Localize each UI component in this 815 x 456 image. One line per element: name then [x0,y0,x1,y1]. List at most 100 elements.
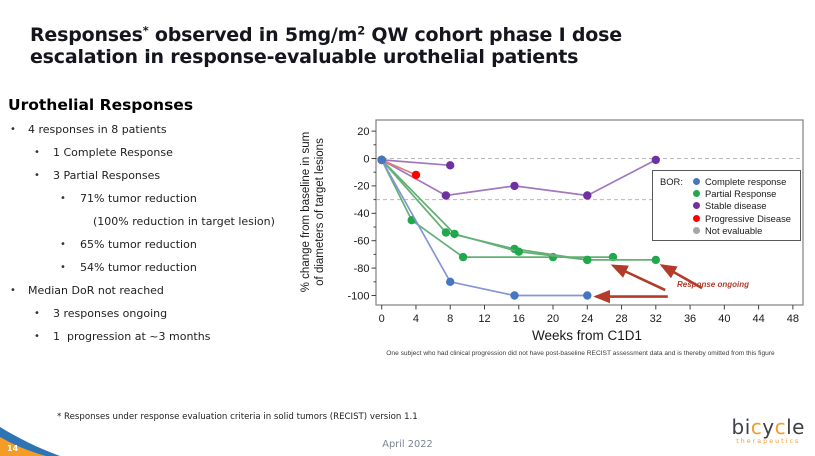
list-item: • 1 progression at ~3 months [0,325,305,348]
bicycle-therapeutics-logo: bicycle therapeutics [732,417,805,445]
title-asterisk: * [142,24,149,38]
slide-title: Responses* observed in 5mg/m2 QW cohort … [30,20,740,68]
y-axis-title-line1: % change from baseline in sum [300,132,312,292]
y-tick-label: -100 [347,290,369,302]
bullet-icon: • [60,262,66,273]
legend-label: Not evaluable [705,225,763,237]
data-point [441,228,451,237]
x-axis-title: Weeks from C1D1 [532,328,642,343]
y-tick-label: -20 [354,181,370,193]
list-item-text: 1 Complete Response [53,146,173,159]
logo-orange-c: c [750,415,763,439]
response-ongoing-arrow [610,264,666,292]
list-item-text: 3 responses ongoing [53,307,168,320]
data-point [446,161,455,170]
logo-wordmark: bicycle [731,415,805,439]
legend-marker-icon [693,202,700,210]
plot-frame [375,119,804,306]
axes-group: 0 4 8 12 16 20 24 28 32 36 40 44 48200-20-40-60-80-1… [347,126,799,325]
legend-row: Stable disease [660,200,796,212]
bullet-icon: • [34,147,40,158]
recist-footnote: * Responses under response evaluation cr… [57,412,418,422]
logo-orange-c: c [774,415,787,439]
series-line [381,159,656,261]
data-point [450,229,459,239]
y-tick-label: -60 [354,236,370,248]
list-item: • 65% tumor reduction [0,233,305,256]
x-tick-label: 44 [752,313,764,325]
legend-row: BOR: Complete response [660,175,796,187]
legend-label: Progressive Disease [705,212,791,224]
data-point [446,277,455,286]
x-tick-label: 28 [615,313,627,325]
corner-orange-triangle [0,437,46,456]
x-tick-label: 24 [581,313,593,325]
page-number: 14 [7,444,19,453]
series-group [377,155,660,300]
bor-legend: BOR: Complete response Partial Response Sta… [652,170,801,241]
response-ongoing-arrow [659,264,703,290]
response-ongoing-label: Response ongoing [677,280,749,289]
data-point [514,247,523,256]
list-item: • 3 responses ongoing [0,302,305,325]
list-item: • 54% tumor reduction [0,256,305,279]
data-point [651,255,660,265]
y-tick-label: 0 [363,153,369,165]
legend-label: Complete response [705,175,787,187]
bullet-icon: • [10,124,16,135]
data-point [411,170,421,180]
y-tick-label: -40 [354,208,370,220]
data-point [583,191,592,200]
legend-marker-icon [693,227,700,235]
list-item: • 1 Complete Response [0,141,305,164]
legend-label: Stable disease [705,200,767,212]
list-item-text: 4 responses in 8 patients [28,123,167,136]
bullet-list: • 4 responses in 8 patients • 1 Complete Re… [0,118,305,348]
urothelial-responses-panel: Urothelial Responses • 4 responses in 8 p… [0,96,305,348]
x-tick-label: 16 [513,313,525,325]
list-item-text: 54% tumor reduction [80,261,197,274]
bullet-icon: • [60,239,66,250]
reference-gridlines [376,158,803,201]
response-spider-chart: 0 4 8 12 16 20 24 28 32 36 40 44 48200-20-40-60-80-1… [300,119,804,343]
legend-marker-icon [693,177,700,185]
legend-row: Not evaluable [660,225,796,237]
list-item: • 4 responses in 8 patients [0,118,305,141]
logo-subtitle: therapeutics [736,438,801,445]
x-tick-label: 20 [547,313,559,325]
list-item: (100% reduction in target lesion) [0,210,305,233]
x-tick-label: 4 [413,313,419,325]
x-tick-label: 0 [379,313,385,325]
data-point [510,181,519,191]
list-item: • 71% tumor reduction [0,187,305,210]
y-tick-label: 20 [357,126,369,138]
x-tick-label: 12 [478,313,490,325]
title-line1: Responses* observed in 5mg/m2 QW cohort … [30,24,622,47]
data-point [583,255,592,265]
title-line2: escalation in response-evaluable urothel… [30,46,579,69]
title-superscript-2: 2 [357,24,365,38]
panel-heading: Urothelial Responses [8,96,194,114]
bullet-icon: • [60,193,66,204]
legend-title: BOR: [660,175,683,187]
legend-marker-icon [693,214,700,222]
slide-date: April 2022 [382,439,433,450]
x-tick-label: 32 [650,313,662,325]
list-item: • Median DoR not reached [0,279,305,302]
series-line [381,159,451,167]
y-tick-label: -80 [354,263,370,275]
list-item-text: 71% tumor reduction [80,192,197,205]
list-item: • 3 Partial Responses [0,164,305,187]
chart-footnote: One subject who had clinical progression… [386,350,775,357]
x-tick-label: 48 [787,313,799,325]
data-point [651,155,660,165]
x-tick-label: 40 [718,313,730,325]
legend-row: Progressive Disease [660,212,796,224]
list-item-text: Median DoR not reached [28,284,164,297]
series-line [381,159,417,176]
legend-marker-icon [693,190,700,198]
x-tick-label: 36 [684,313,696,325]
list-item-text: 65% tumor reduction [80,238,197,251]
x-tick-label: 8 [447,313,453,325]
data-point [510,291,519,300]
